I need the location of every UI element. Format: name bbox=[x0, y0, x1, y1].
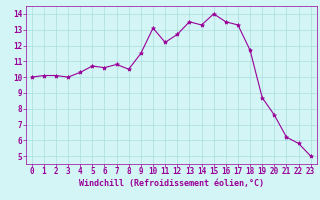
X-axis label: Windchill (Refroidissement éolien,°C): Windchill (Refroidissement éolien,°C) bbox=[79, 179, 264, 188]
